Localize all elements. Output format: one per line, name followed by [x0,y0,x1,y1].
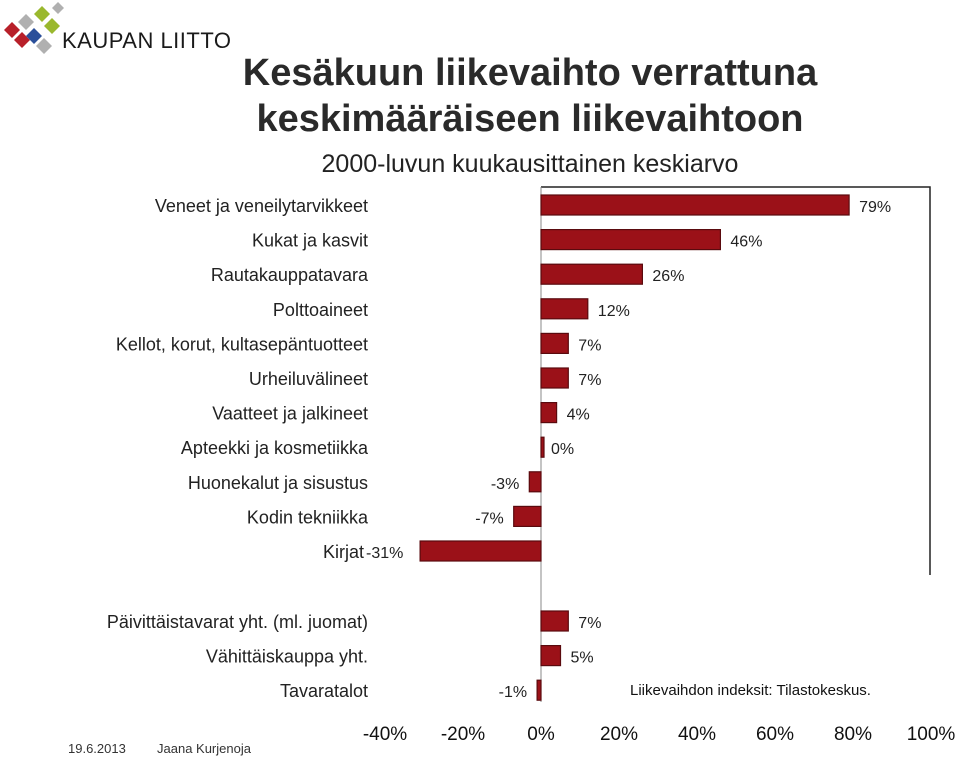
data-label: -7% [475,510,503,527]
brand-name: KAUPAN LIITTO [62,28,232,53]
logo-shape-red-1 [4,22,20,38]
category-label: Vaatteet ja jalkineet [212,404,368,424]
logo-shape-blue [26,28,42,44]
category-label: Vähittäiskauppa yht. [206,647,368,667]
category-label: Urheiluvälineet [249,369,368,389]
category-label: Apteekki ja kosmetiikka [181,438,369,458]
category-label: Kukat ja kasvit [252,231,368,251]
chart-subtitle: 2000-luvun kuukausittainen keskiarvo [321,150,739,178]
footer-date: 19.6.2013 [68,741,126,756]
logo-shape-green-2 [44,18,60,34]
x-tick-label: -20% [441,724,485,745]
bar [540,367,569,389]
category-label: Rautakauppatavara [211,265,369,285]
bar [528,471,542,493]
x-tick-label: 100% [907,724,956,745]
category-label: Päivittäistavarat yht. (ml. juomat) [107,612,368,632]
bar [540,332,569,354]
x-tick-label: 20% [600,724,638,745]
category-label: Huonekalut ja sisustus [188,473,368,493]
bar [540,610,569,632]
footer-author: Jaana Kurjenoja [157,741,251,756]
bar [540,436,545,458]
logo-shape-green-1 [34,6,50,22]
bar [540,263,644,285]
bar [513,505,542,527]
plot-frame [541,186,931,575]
bar [540,402,558,424]
category-label: Veneet ja veneilytarvikkeet [155,196,368,216]
category-label: Kodin tekniikka [247,507,369,527]
x-tick-label: -40% [363,724,407,745]
data-label: 0% [551,441,574,458]
source-note: Liikevaihdon indeksit: Tilastokeskus. [630,682,871,699]
data-label: 46% [730,234,762,251]
bar [419,540,542,562]
bar [540,644,562,667]
data-label: -3% [491,476,519,493]
kaupan-liitto-logo [4,2,64,54]
chart-title-line-1: Kesäkuun liikevaihto verrattuna [242,52,818,94]
data-label: -31% [366,545,403,562]
bar [540,194,850,216]
x-tick-label: 40% [678,724,716,745]
bar [540,229,721,251]
data-label: 7% [578,372,601,389]
bar [536,679,542,701]
x-tick-label: 60% [756,724,794,745]
x-tick-label: 0% [527,724,555,745]
x-tick-label: 80% [834,724,872,745]
chart-title: Kesäkuun liikevaihto verrattuna keskimää… [150,50,910,142]
logo-shape-gray-1 [18,14,34,30]
data-label: 7% [578,615,601,632]
category-label: Polttoaineet [273,300,368,320]
data-label: 79% [859,199,891,216]
logo-shape-gray-2 [36,38,52,54]
category-label: Kirjat [323,542,364,562]
data-label: 7% [578,337,601,354]
category-label: Tavaratalot [280,681,368,701]
data-label: -1% [499,684,527,701]
chart-title-line-2: keskimääräiseen liikevaihtoon [256,98,804,140]
data-label: 12% [598,303,630,320]
data-label: 5% [571,650,594,667]
data-label: 4% [567,407,590,424]
category-label: Kellot, korut, kultasepäntuotteet [116,334,368,354]
data-label: 26% [652,268,684,285]
logo-shape-gray-3 [52,2,64,14]
bar [540,298,589,320]
